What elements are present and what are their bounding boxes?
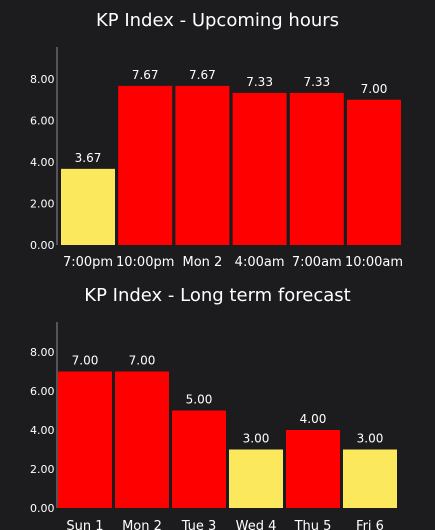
bar bbox=[172, 410, 226, 508]
category-label: Thu 5 bbox=[294, 519, 332, 530]
y-tick-label: 0.00 bbox=[30, 239, 55, 252]
data-label: 7.00 bbox=[72, 354, 99, 368]
y-tick-label: 2.00 bbox=[30, 198, 55, 211]
upcoming-hours-chart: KP Index - Upcoming hours 0.00 2.00 4.00 6.… bbox=[30, 10, 403, 270]
category-label: 10:00pm bbox=[116, 255, 174, 270]
data-label: 7.33 bbox=[303, 75, 330, 89]
bar bbox=[286, 430, 340, 508]
bar bbox=[229, 449, 283, 508]
bar bbox=[118, 85, 173, 245]
data-label: 7.67 bbox=[132, 68, 159, 82]
chart-title: KP Index - Long term forecast bbox=[84, 285, 351, 306]
bar bbox=[343, 449, 397, 508]
data-label: 3.67 bbox=[75, 151, 102, 165]
upcoming-hours-plot: 0.00 2.00 4.00 6.00 8.00 3.67 7:00pm 7.67 10:00p… bbox=[30, 47, 403, 270]
data-label: 5.00 bbox=[186, 393, 213, 407]
y-tick-label: 4.00 bbox=[30, 424, 55, 437]
y-tick-label: 4.00 bbox=[30, 156, 55, 169]
chart-title: KP Index - Upcoming hours bbox=[95, 10, 340, 31]
category-label: Mon 2 bbox=[182, 255, 222, 270]
bar bbox=[61, 168, 115, 245]
y-tick-label: 0.00 bbox=[30, 502, 55, 515]
category-label: 4:00am bbox=[235, 255, 285, 270]
y-tick-label: 6.00 bbox=[30, 115, 55, 128]
category-label: 7:00am bbox=[292, 255, 342, 270]
category-label: Tue 3 bbox=[181, 519, 217, 530]
data-label: 3.00 bbox=[357, 432, 384, 446]
y-tick-label: 8.00 bbox=[30, 346, 55, 359]
y-tick-label: 2.00 bbox=[30, 463, 55, 476]
data-label: 7.00 bbox=[361, 82, 388, 96]
data-label: 7.67 bbox=[189, 68, 216, 82]
data-label: 4.00 bbox=[300, 412, 327, 426]
category-label: Fri 6 bbox=[356, 519, 384, 530]
bar bbox=[58, 371, 112, 508]
data-label: 7.33 bbox=[246, 75, 273, 89]
category-label: 10:00am bbox=[345, 255, 403, 270]
long-term-forecast-chart: KP Index - Long term forecast 0.00 2.00 4.… bbox=[0, 270, 435, 530]
category-label: Mon 2 bbox=[122, 519, 162, 530]
bar bbox=[347, 99, 401, 245]
long-term-forecast-plot: 0.00 2.00 4.00 6.00 8.00 7.00 Sun 1 7.00 Mon 2 5.… bbox=[30, 322, 397, 530]
bar bbox=[289, 92, 344, 245]
category-label: 7:00pm bbox=[63, 255, 113, 270]
category-label: Sun 1 bbox=[66, 519, 103, 530]
data-label: 7.00 bbox=[129, 354, 156, 368]
y-tick-label: 6.00 bbox=[30, 385, 55, 398]
bar bbox=[175, 85, 230, 245]
y-tick-label: 8.00 bbox=[30, 73, 55, 86]
data-label: 3.00 bbox=[243, 432, 270, 446]
category-label: Wed 4 bbox=[236, 519, 277, 530]
bar bbox=[115, 371, 169, 508]
bar bbox=[232, 92, 287, 245]
